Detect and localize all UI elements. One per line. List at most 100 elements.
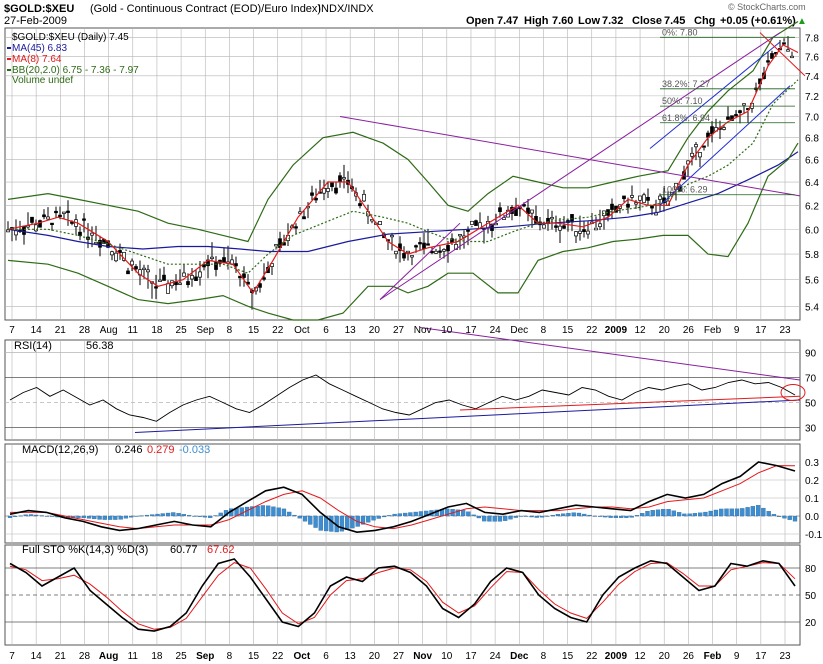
price-candle: [222, 257, 226, 263]
chg-value: +0.05 (+0.61%): [720, 15, 796, 27]
macd-histogram-bar: [645, 511, 650, 517]
price-candle: [78, 231, 82, 236]
macd-histogram-bar: [139, 515, 144, 517]
macd-histogram-bar: [455, 509, 460, 517]
x-tick-label: 15: [248, 325, 260, 336]
x-tick-label: Nov: [414, 325, 432, 336]
price-candle: [414, 245, 418, 248]
chart-description: (Gold - Continuous Contract (EOD)/Euro I…: [90, 3, 321, 15]
price-candle: [90, 232, 94, 236]
macd-histogram-bar: [218, 512, 223, 517]
price-candle: [738, 110, 742, 114]
price-candle: [574, 231, 578, 237]
price-candle: [334, 187, 338, 194]
macd-histogram-bar: [771, 514, 777, 517]
macd-histogram-bar: [655, 509, 661, 517]
rsi-highlight-circle: [780, 384, 806, 401]
price-candle: [94, 241, 98, 245]
macd-histogram-bar: [408, 512, 413, 517]
price-candle: [494, 222, 498, 226]
price-candle: [438, 250, 442, 253]
sto-name: Full STO %K(14,3) %D(3): [22, 544, 148, 556]
macd-histogram-bar: [181, 514, 187, 517]
stochastic-panel: 80 50 20: [5, 558, 817, 632]
price-candle: [554, 225, 558, 228]
x-tick-label: Dec: [510, 651, 529, 662]
price-candle: [726, 116, 730, 120]
rsi-value: 56.38: [86, 340, 114, 352]
macd-histogram-bar: [102, 515, 107, 520]
price-candle: [466, 229, 470, 232]
red-resistance: [759, 32, 806, 77]
macd-histogram-bar: [271, 506, 276, 517]
channel-lower: [659, 85, 791, 206]
macd-y-tick: 0.2: [805, 476, 819, 487]
macd-histogram-bar: [755, 505, 761, 517]
macd-v3: -0.033: [179, 444, 210, 456]
price-candle: [770, 53, 774, 59]
x-tick-label: Dec: [510, 325, 528, 336]
price-candle: [418, 242, 422, 245]
chart-exchange: INDX/INDX: [318, 3, 374, 15]
macd-histogram-bar: [587, 514, 592, 517]
macd-histogram-bar: [118, 515, 123, 520]
x-tick-label: 14: [31, 325, 43, 336]
price-candle: [698, 152, 702, 158]
price-candle: [262, 277, 266, 280]
x-axis-labels: 7 7 14 14 21 21 28 28 Aug Aug 11 11 18 18 25 25 Sep Sep 8 8…: [9, 325, 791, 662]
macd-histogram-bar: [492, 515, 497, 522]
legend-swatch-bb: [7, 69, 11, 71]
price-candle: [62, 211, 66, 214]
macd-histogram-bar: [392, 513, 397, 517]
series-ma-8-: [7, 44, 799, 294]
price-candle: [42, 214, 46, 218]
macd-histogram-bar: [192, 515, 197, 517]
macd-histogram-bar: [640, 513, 645, 517]
x-tick-label: Aug: [100, 325, 118, 336]
x-tick-label: 26: [683, 325, 695, 336]
macd-histogram-bar: [23, 514, 28, 517]
y-tick-label: 7.4: [805, 72, 819, 83]
price-candle: [314, 197, 318, 201]
price-candle: [146, 269, 150, 273]
price-candle: [54, 210, 58, 214]
price-candle: [502, 217, 506, 220]
price-candle: [242, 273, 246, 278]
macd-histogram-bar: [266, 505, 271, 517]
macd-histogram-bar: [313, 515, 318, 528]
price-candle: [406, 250, 410, 254]
price-candle: [442, 249, 446, 252]
macd-histogram-bar: [687, 513, 692, 517]
x-tick-label: 7: [9, 651, 15, 662]
price-candle: [158, 279, 162, 282]
price-candle: [322, 187, 326, 194]
high-value: 7.60: [552, 15, 573, 27]
price-candle: [338, 175, 342, 183]
macd-histogram-bar: [260, 505, 266, 517]
price-candle: [458, 233, 462, 237]
macd-histogram-bar: [550, 515, 555, 517]
rsi-y-tick: 90: [805, 349, 817, 360]
x-tick-label: 20: [369, 325, 381, 336]
rsi-support-line: [134, 399, 801, 433]
macd-histogram-bar: [281, 508, 287, 517]
chart-symbol: $GOLD:$XEU: [4, 3, 74, 15]
price-candle: [22, 225, 26, 235]
close-value: 7.45: [664, 15, 685, 27]
macd-histogram-bar: [186, 515, 192, 517]
price-candle: [190, 275, 194, 280]
x-tick-label: 10: [441, 651, 453, 662]
price-candle: [98, 239, 102, 248]
macd-histogram-bar: [129, 515, 134, 518]
price-candle: [522, 204, 526, 207]
macd-histogram-bar: [692, 513, 698, 517]
macd-histogram-bar: [676, 512, 682, 517]
legend-bb: BB(20,2.0) 6.75 - 7.36 - 7.97: [12, 65, 139, 76]
price-candle: [622, 195, 626, 200]
macd-v2: 0.279: [147, 444, 175, 456]
macd-histogram-bar: [208, 515, 213, 518]
macd-histogram-bar: [624, 515, 629, 518]
macd-histogram-bar: [529, 515, 534, 518]
price-candle: [530, 209, 534, 214]
price-candle: [14, 230, 18, 236]
